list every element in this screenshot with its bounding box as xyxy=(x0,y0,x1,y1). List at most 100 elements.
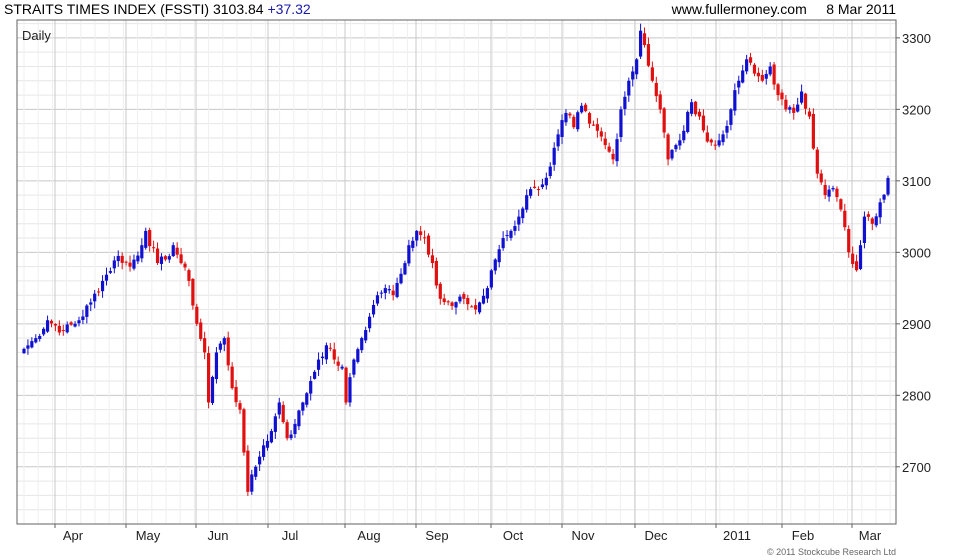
candle-body xyxy=(328,347,332,349)
candle-body xyxy=(505,235,509,237)
candle xyxy=(26,339,30,355)
candle xyxy=(438,281,442,305)
candle xyxy=(752,63,757,77)
candle xyxy=(171,242,175,257)
candle-body xyxy=(104,274,109,281)
chart-grid xyxy=(17,20,896,525)
candle-body xyxy=(277,402,281,415)
candle-body xyxy=(415,230,419,241)
candle-body xyxy=(73,323,77,327)
candle-body xyxy=(807,111,812,117)
candle-body xyxy=(120,255,124,263)
candle xyxy=(340,364,344,371)
candle xyxy=(823,179,827,200)
candle-body xyxy=(34,338,38,343)
candle-body xyxy=(171,245,175,257)
candle-body xyxy=(823,184,827,196)
candle xyxy=(623,91,627,116)
candle xyxy=(874,213,878,228)
chart-header: STRAITS TIMES INDEX (FSSTI) 3103.84 +37.… xyxy=(0,0,980,20)
candle-body xyxy=(85,305,89,317)
candle xyxy=(882,194,886,204)
candle xyxy=(839,198,843,212)
x-tick-label: Apr xyxy=(63,528,84,543)
candle-body xyxy=(368,316,372,329)
x-tick-label: Sep xyxy=(425,528,448,543)
candle xyxy=(572,114,576,130)
candle-body xyxy=(796,104,800,112)
candle-body xyxy=(450,302,454,306)
candle xyxy=(470,304,474,308)
candle-body xyxy=(611,153,615,160)
source-site[interactable]: www.fullermoney.com xyxy=(671,1,807,17)
candle-body xyxy=(116,255,120,262)
candle xyxy=(403,260,407,276)
candle-body xyxy=(847,229,851,253)
candle-body xyxy=(53,323,58,326)
candle xyxy=(780,89,784,106)
candle-body xyxy=(108,271,112,273)
period-label: Daily xyxy=(22,28,51,43)
candle xyxy=(265,434,270,451)
candle-body xyxy=(635,59,639,75)
candle xyxy=(709,138,713,146)
candle-body xyxy=(513,226,517,231)
candle-body xyxy=(741,70,745,83)
candle xyxy=(701,109,706,133)
candle-body xyxy=(607,146,611,152)
candle-body xyxy=(760,74,764,81)
candle-body xyxy=(576,112,580,130)
candle-body xyxy=(175,247,179,255)
x-tick-label: Nov xyxy=(571,528,595,543)
candle xyxy=(313,370,317,380)
candle xyxy=(301,401,305,416)
candle xyxy=(584,102,588,113)
candle-body xyxy=(819,173,823,183)
x-tick-label: Mar xyxy=(859,528,882,543)
axes: 2700 2800 2900 3000 3100 3200 3300 Apr May Jun Jul… xyxy=(54,31,931,543)
candle xyxy=(277,397,281,419)
candle-body xyxy=(206,353,211,403)
candle-body xyxy=(140,245,144,259)
candle xyxy=(320,352,325,365)
candle xyxy=(544,172,548,190)
candle-body xyxy=(148,229,152,247)
candle-body xyxy=(446,301,450,303)
candle-body xyxy=(352,359,356,375)
candle xyxy=(481,288,486,305)
candle-body xyxy=(340,366,344,369)
candle-body xyxy=(155,248,160,264)
candle-body xyxy=(815,149,819,174)
candle xyxy=(552,142,556,171)
candle xyxy=(214,347,219,384)
candle-body xyxy=(395,282,399,297)
candle-body xyxy=(246,450,250,492)
candle-body xyxy=(57,325,61,333)
candle-body xyxy=(580,105,584,113)
candle xyxy=(379,290,383,299)
candle-body xyxy=(360,338,364,351)
candle xyxy=(422,230,427,244)
candle-body xyxy=(670,149,674,159)
x-tick-label: May xyxy=(136,528,161,543)
candle xyxy=(638,23,643,60)
candle xyxy=(191,278,195,310)
candle-body xyxy=(481,295,486,304)
candle xyxy=(246,445,250,496)
candle-body xyxy=(61,330,65,332)
candle xyxy=(764,69,768,85)
candle-body xyxy=(556,134,560,147)
candle-body xyxy=(525,195,529,210)
candle-body xyxy=(568,113,572,116)
y-tick-label: 3000 xyxy=(902,245,931,260)
candle-body xyxy=(336,361,340,366)
candle-body xyxy=(733,90,737,111)
candle xyxy=(717,133,721,148)
candle xyxy=(148,227,152,252)
candle xyxy=(442,293,446,306)
candle-body xyxy=(748,57,753,63)
candle xyxy=(163,254,167,262)
candle xyxy=(854,254,859,272)
candle-body xyxy=(371,304,376,315)
candle-body xyxy=(489,270,493,288)
